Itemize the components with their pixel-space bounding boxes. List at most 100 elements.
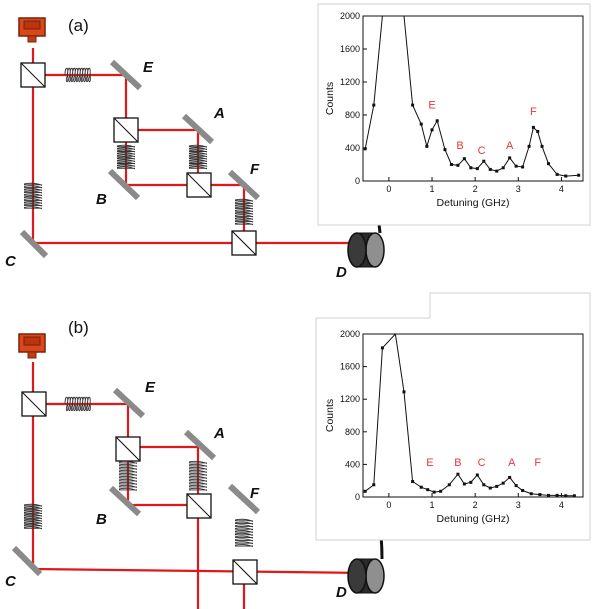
data-point — [495, 484, 499, 488]
x-axis-label: Detuning (GHz) — [437, 513, 510, 525]
laser-aperture — [27, 35, 37, 43]
data-point — [411, 480, 415, 484]
component-label-c: C — [5, 573, 17, 590]
x-tick-label: 4 — [559, 500, 564, 510]
y-tick-label: 2000 — [340, 329, 360, 339]
data-point — [475, 167, 479, 171]
component-label-c: C — [5, 253, 17, 270]
data-point — [482, 483, 486, 487]
beam-splitter-surface — [186, 493, 212, 519]
fiber-coil — [64, 396, 91, 412]
detector-back — [347, 232, 367, 268]
y-tick-label: 0 — [355, 176, 360, 186]
fiber-coil — [23, 182, 43, 210]
component-label-a: A — [213, 105, 225, 122]
series-line — [364, 334, 575, 497]
data-point — [372, 483, 376, 487]
fiber-coil — [118, 460, 138, 491]
y-tick-label: 2000 — [340, 11, 360, 21]
data-point — [419, 122, 423, 126]
data-point — [402, 390, 406, 394]
data-point — [564, 174, 568, 178]
x-tick-label: 2 — [473, 500, 478, 510]
y-tick-label: 1200 — [340, 77, 360, 87]
mirror — [107, 168, 141, 201]
data-point — [508, 475, 512, 479]
x-tick-label: 3 — [516, 184, 521, 194]
x-tick-label: 1 — [430, 184, 435, 194]
x-axis-label: Detuning (GHz) — [437, 197, 510, 209]
data-point — [462, 482, 466, 486]
beam-splitter-surface — [186, 172, 212, 198]
x-tick-label: 1 — [430, 500, 435, 510]
plot-area — [362, 15, 584, 182]
component-label-f: F — [250, 485, 260, 502]
series-line — [364, 16, 579, 177]
peak-label-e: E — [426, 457, 433, 469]
y-tick-label: 1600 — [340, 44, 360, 54]
x-tick-label: 2 — [473, 184, 478, 194]
data-point — [447, 483, 451, 487]
beam-splitter-surface — [115, 436, 141, 462]
data-point — [514, 164, 518, 168]
data-point — [501, 481, 505, 485]
mirror — [108, 485, 142, 517]
data-point — [469, 166, 473, 170]
peak-label-f: F — [530, 106, 537, 118]
beam-splitter-surface — [232, 559, 258, 585]
data-point — [495, 169, 499, 173]
y-tick-label: 1200 — [340, 394, 360, 404]
y-tick-label: 800 — [345, 110, 360, 120]
x-tick-label: 3 — [516, 500, 521, 510]
data-point — [430, 128, 434, 132]
panel-label: (a) — [68, 16, 89, 35]
data-point — [469, 480, 473, 484]
data-point — [411, 103, 415, 107]
peak-label-a: A — [506, 140, 514, 152]
laser-window — [23, 20, 41, 30]
y-tick-label: 800 — [345, 427, 360, 437]
data-point — [577, 173, 581, 177]
data-point — [501, 166, 505, 170]
mirror — [109, 59, 143, 91]
data-point — [529, 492, 533, 496]
data-point — [521, 488, 525, 492]
fiber-coil — [188, 144, 208, 170]
component-label-b: B — [96, 191, 107, 208]
data-point — [521, 165, 525, 169]
component-label-a: A — [213, 425, 225, 442]
data-point — [508, 156, 512, 160]
peak-label-a: A — [508, 457, 516, 469]
peak-label-e: E — [428, 99, 435, 111]
data-point — [363, 489, 367, 493]
spectrum-chart: 0 400 800 1200 1600 2000 0 1 2 3 4 Detuning (GHz) Co… — [315, 292, 591, 541]
mirror — [227, 483, 261, 515]
mirror — [181, 113, 215, 145]
x-tick-label: 4 — [559, 184, 564, 194]
data-point — [555, 172, 559, 176]
data-point — [363, 147, 367, 151]
data-point — [546, 162, 550, 166]
data-point — [456, 472, 460, 476]
data-point — [531, 125, 535, 129]
data-point — [527, 144, 531, 148]
peak-label-b: B — [456, 140, 463, 152]
data-point — [372, 103, 376, 107]
data-point — [514, 484, 518, 488]
data-point — [555, 493, 559, 497]
data-point — [449, 163, 453, 166]
component-label-f: F — [250, 161, 260, 178]
data-point — [456, 163, 460, 167]
fiber-coil — [234, 518, 254, 548]
laser-beam — [32, 567, 368, 575]
mirror — [183, 429, 217, 461]
component-label-b: B — [96, 511, 107, 528]
laser-window — [23, 336, 41, 346]
y-tick-label: 0 — [355, 492, 360, 502]
data-point — [435, 119, 439, 123]
x-tick-label: 0 — [386, 500, 391, 510]
fiber-coil — [188, 460, 208, 491]
y-axis-label: Counts — [324, 399, 336, 432]
panel-b: (b) E A B F C D 0 400 800 1200 1600 2000 0 1 2 3 4 Detunin… — [5, 292, 591, 609]
panel-a: (a) E A B F C D 0 400 800 1200 1600 2000 0 1 2 3 4 Detunin… — [5, 3, 591, 281]
